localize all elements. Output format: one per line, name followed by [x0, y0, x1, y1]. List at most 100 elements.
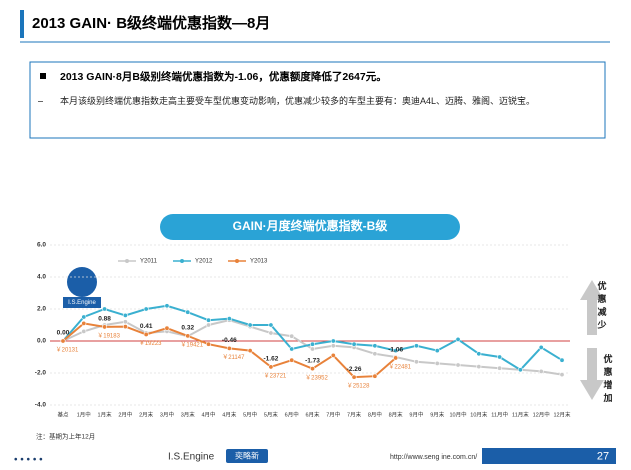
point — [393, 348, 399, 354]
point — [122, 312, 128, 318]
x-tick-label: 8月末 — [389, 410, 404, 418]
data-label: -1.62 — [264, 356, 279, 363]
point — [476, 351, 482, 357]
point — [309, 341, 315, 347]
point — [559, 372, 565, 378]
x-tick-label: 10月末 — [470, 410, 488, 418]
point — [247, 348, 253, 354]
point — [185, 333, 191, 339]
point — [309, 366, 315, 372]
x-tick-label: 7月末 — [347, 410, 362, 418]
header-accent — [20, 10, 24, 38]
point — [497, 365, 503, 371]
legend-marker — [180, 259, 184, 263]
x-tick-label: 2月末 — [139, 410, 154, 418]
point — [413, 343, 419, 349]
point — [330, 343, 336, 349]
point — [268, 322, 274, 328]
point — [372, 351, 378, 357]
data-label: 0.00 — [57, 330, 70, 337]
price-label: ￥19183 — [97, 332, 120, 339]
x-tick-label: 12月中 — [533, 410, 550, 418]
point — [247, 322, 253, 328]
x-tick-label: 7月中 — [326, 410, 340, 418]
arrow-down — [580, 348, 604, 400]
price-label: ￥22481 — [388, 364, 411, 371]
x-tick-label: 5月中 — [243, 410, 257, 418]
side-label: 优惠增加 — [602, 353, 612, 403]
legend-marker — [125, 259, 129, 263]
x-tick-label: 4月中 — [202, 410, 216, 418]
price-label: ￥19223 — [139, 340, 162, 347]
point — [185, 309, 191, 315]
y-tick-label: 6.0 — [37, 242, 46, 249]
point — [164, 325, 170, 331]
point — [434, 348, 440, 354]
point — [559, 357, 565, 363]
header-title: 2013 GAIN· B级终端优惠指数—8月 — [32, 14, 270, 32]
point — [517, 367, 523, 373]
header-bg — [0, 0, 631, 48]
summary-detail-wrap: 本月该级别终端优惠指数走高主要受车型优惠变动影响，优惠减少较多的车型主要有：奥迪… — [60, 96, 535, 106]
point — [330, 338, 336, 344]
point — [122, 319, 128, 325]
point — [289, 357, 295, 363]
point — [434, 360, 440, 366]
price-label: ￥23721 — [264, 372, 287, 379]
point — [60, 338, 66, 344]
arrow-up — [580, 280, 604, 335]
side-label: 优惠减少 — [596, 280, 606, 330]
x-tick-label: 11月末 — [512, 410, 529, 418]
point — [476, 364, 482, 370]
x-tick-label: 10月中 — [449, 410, 466, 418]
point — [351, 374, 357, 380]
y-tick-label: -4.0 — [35, 402, 47, 409]
point — [393, 355, 399, 361]
price-label: ￥20131 — [56, 347, 79, 354]
legend-label: Y2012 — [195, 259, 213, 265]
footer-brand-cn-bg — [226, 449, 268, 463]
point — [81, 328, 87, 334]
summary-headline: 2013 GAIN·8月B级别终端优惠指数为-1.06，优惠额度降低了2647元… — [60, 70, 387, 83]
point — [289, 346, 295, 352]
x-tick-label: 9月末 — [430, 410, 445, 418]
point — [309, 346, 315, 352]
y-tick-label: 4.0 — [37, 274, 46, 281]
point — [372, 373, 378, 379]
x-tick-label: 4月末 — [222, 410, 237, 418]
x-tick-label: 12月末 — [553, 410, 571, 418]
data-label: 0.32 — [181, 325, 194, 332]
point — [81, 314, 87, 320]
data-label: 0.41 — [140, 323, 153, 330]
footer-brand: I.S.Engine — [168, 452, 215, 463]
x-tick-label: 6月末 — [305, 410, 320, 418]
point — [206, 317, 212, 323]
point — [268, 330, 274, 336]
point — [538, 344, 544, 350]
price-label: ￥21147 — [222, 354, 245, 361]
point — [81, 320, 87, 326]
y-tick-label: -2.0 — [35, 370, 47, 377]
data-label: -0.46 — [222, 337, 237, 344]
dash: – — [38, 95, 43, 105]
x-tick-label: 1月中 — [77, 410, 91, 418]
x-tick-label: 8月中 — [368, 410, 382, 418]
point — [330, 352, 336, 358]
footer-dots: • • • • • — [14, 455, 43, 466]
logo-mark — [67, 267, 97, 297]
price-label: ￥23952 — [305, 374, 328, 381]
point — [455, 336, 461, 342]
footer-page: 27 — [597, 450, 609, 462]
x-tick-label: 基点 — [57, 410, 69, 418]
data-label: -1.73 — [305, 357, 320, 364]
x-tick-label: 11月中 — [491, 410, 508, 418]
x-tick-label: 3月中 — [160, 410, 174, 418]
summary-box — [29, 61, 606, 139]
point — [143, 306, 149, 312]
price-label: ￥25128 — [347, 383, 370, 390]
x-tick-label: 9月中 — [409, 410, 423, 418]
note: 注：基期为上年12月 — [36, 432, 95, 441]
point — [102, 324, 108, 330]
